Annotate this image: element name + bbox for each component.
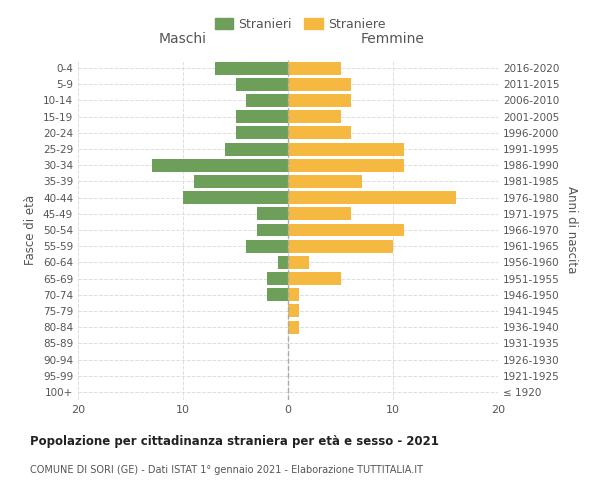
Bar — [288, 304, 299, 318]
Legend: Stranieri, Straniere: Stranieri, Straniere — [208, 11, 392, 37]
Bar — [246, 240, 288, 252]
Bar — [277, 256, 288, 269]
Text: Maschi: Maschi — [159, 32, 207, 46]
Bar — [288, 320, 299, 334]
Y-axis label: Anni di nascita: Anni di nascita — [565, 186, 578, 274]
Y-axis label: Fasce di età: Fasce di età — [25, 195, 37, 265]
Bar — [288, 78, 351, 91]
Bar — [225, 142, 288, 156]
Bar — [288, 256, 309, 269]
Bar — [267, 272, 288, 285]
Bar — [257, 208, 288, 220]
Bar — [215, 62, 288, 74]
Bar — [288, 126, 351, 140]
Bar — [257, 224, 288, 236]
Bar — [288, 142, 404, 156]
Bar — [288, 159, 404, 172]
Bar — [288, 224, 404, 236]
Bar — [235, 78, 288, 91]
Text: Femmine: Femmine — [361, 32, 425, 46]
Bar — [288, 191, 456, 204]
Bar — [288, 240, 393, 252]
Bar — [288, 208, 351, 220]
Bar — [235, 126, 288, 140]
Bar — [288, 62, 341, 74]
Bar — [288, 288, 299, 301]
Bar — [183, 191, 288, 204]
Bar — [151, 159, 288, 172]
Text: Popolazione per cittadinanza straniera per età e sesso - 2021: Popolazione per cittadinanza straniera p… — [30, 435, 439, 448]
Bar — [288, 94, 351, 107]
Bar — [246, 94, 288, 107]
Text: COMUNE DI SORI (GE) - Dati ISTAT 1° gennaio 2021 - Elaborazione TUTTITALIA.IT: COMUNE DI SORI (GE) - Dati ISTAT 1° genn… — [30, 465, 423, 475]
Bar — [193, 175, 288, 188]
Bar — [288, 110, 341, 123]
Bar — [235, 110, 288, 123]
Bar — [267, 288, 288, 301]
Bar — [288, 175, 361, 188]
Bar — [288, 272, 341, 285]
